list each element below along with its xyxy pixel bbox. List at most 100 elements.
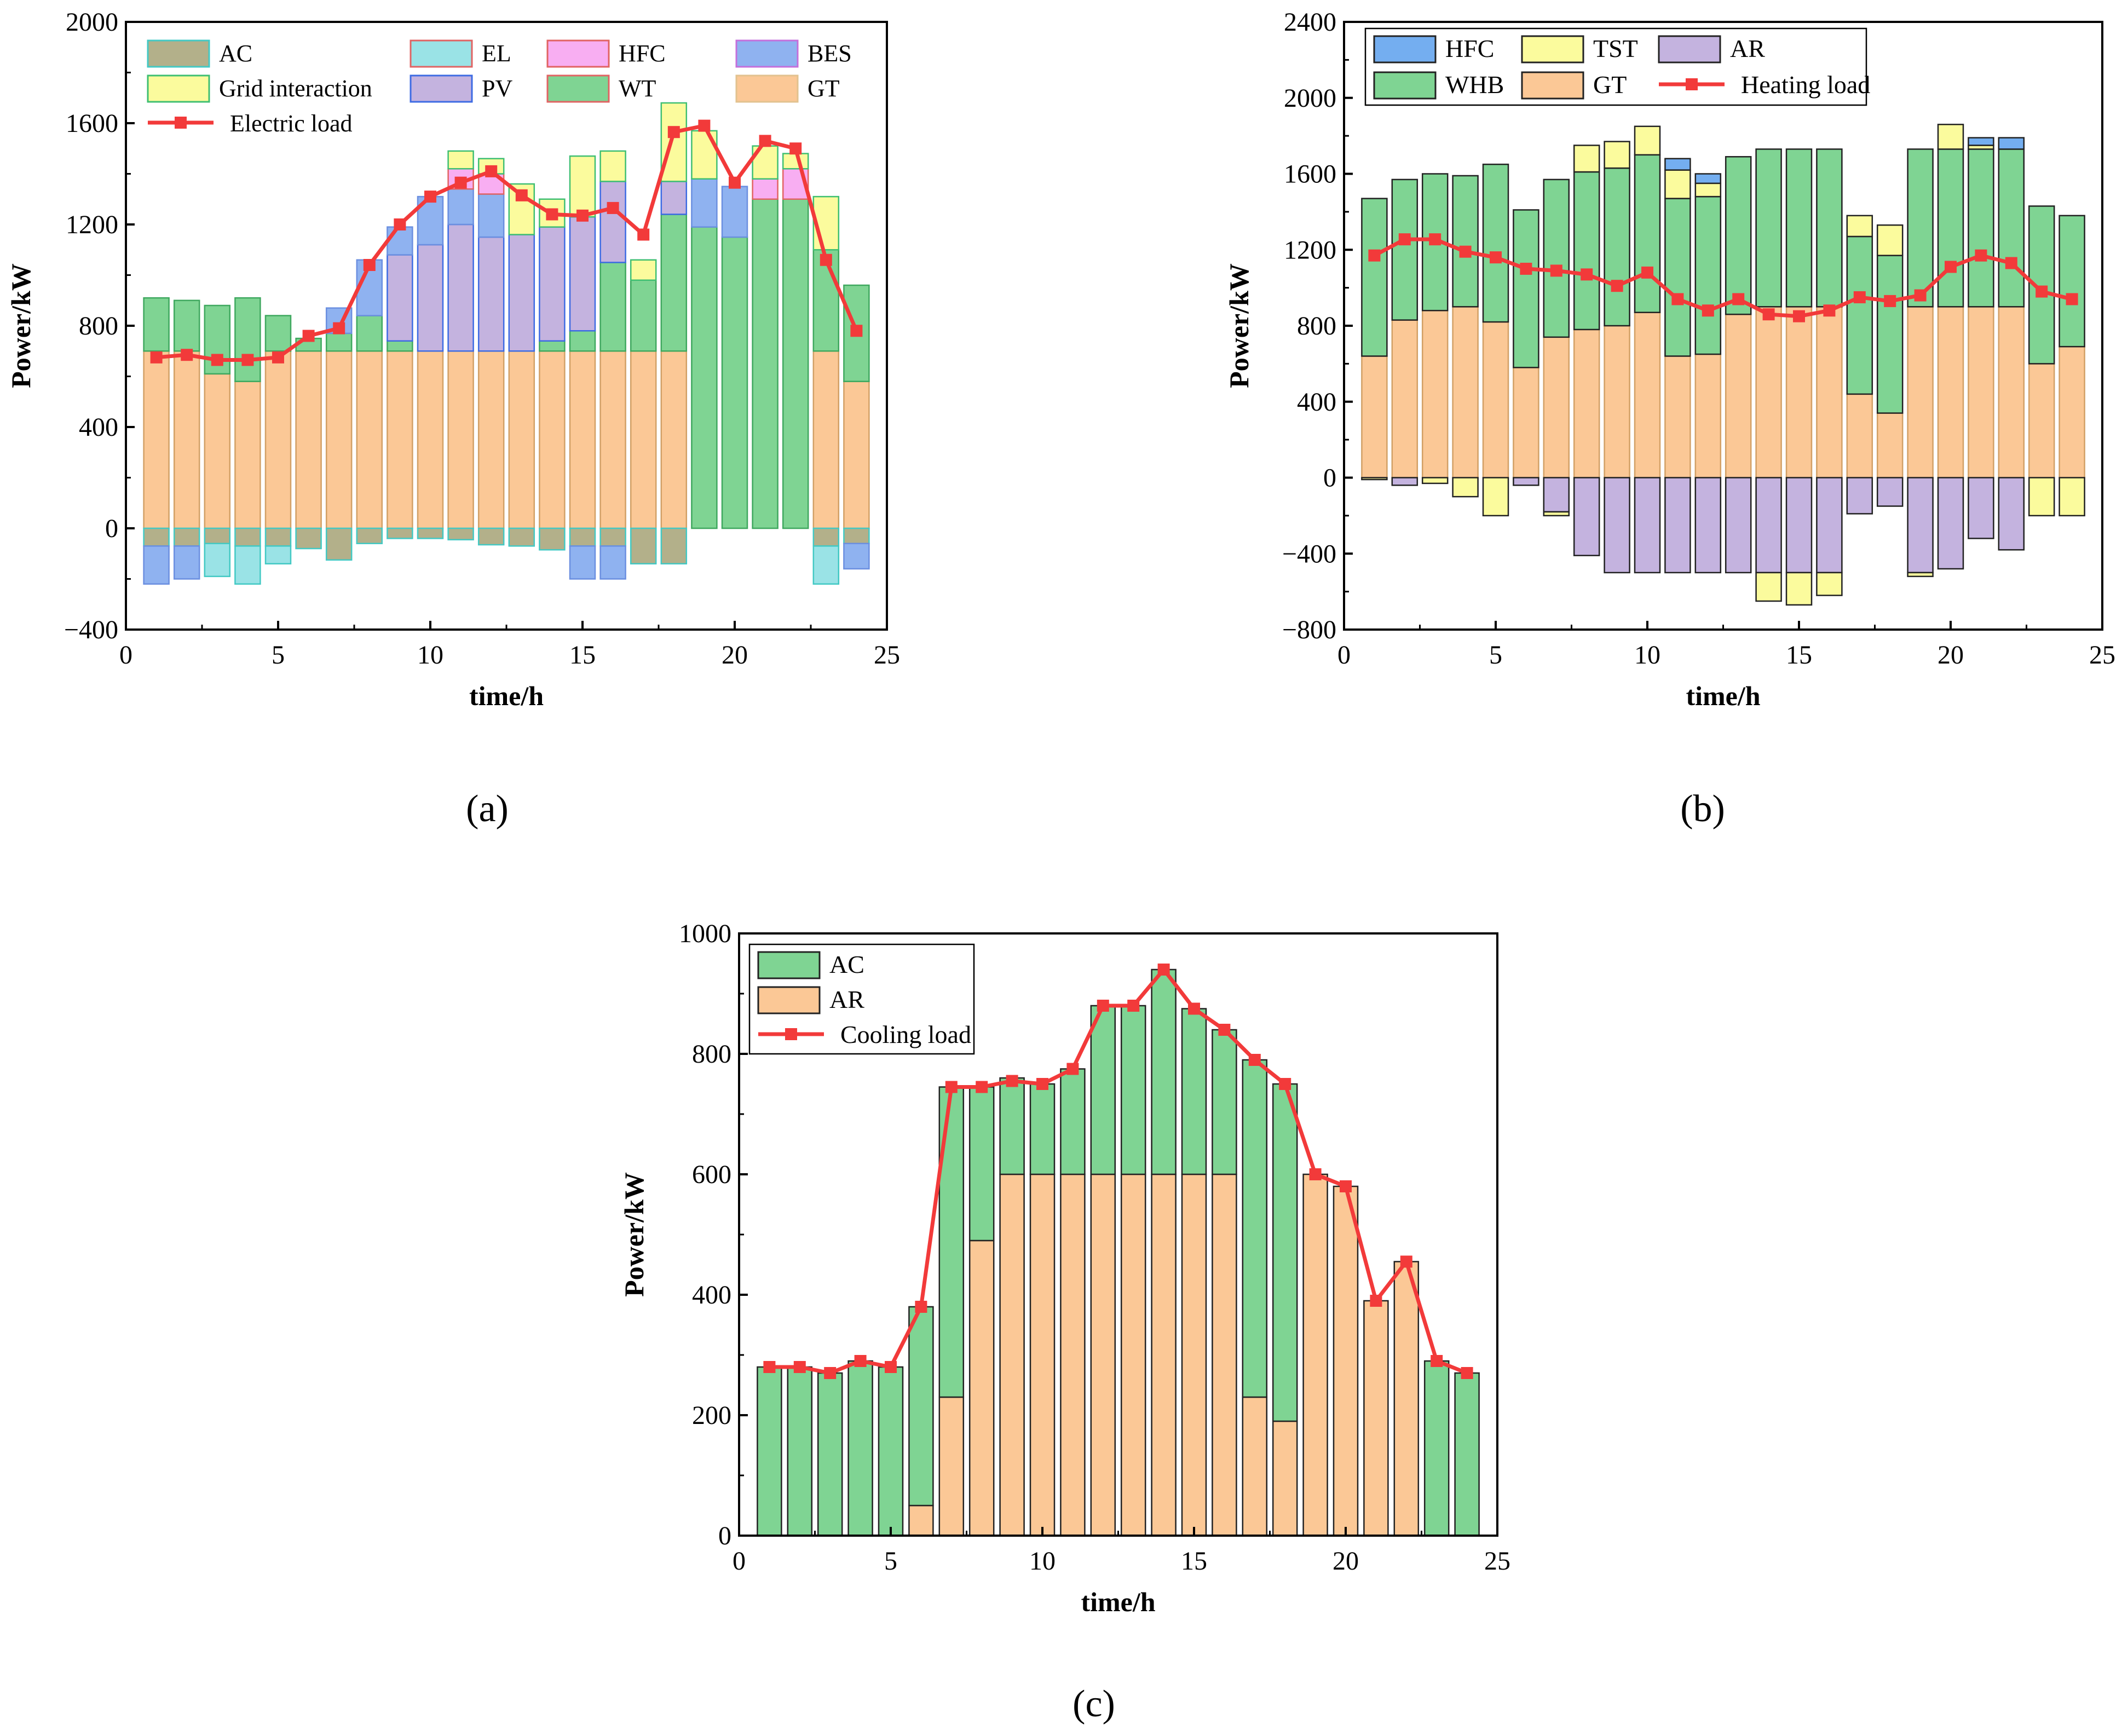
bar [143, 297, 170, 352]
bar [1634, 312, 1661, 478]
bar [1816, 572, 1843, 596]
line-marker [1823, 304, 1836, 317]
x-tick-label: 15 [569, 641, 596, 670]
bar [1060, 1068, 1086, 1175]
bar [1543, 178, 1570, 338]
bar [477, 350, 505, 529]
legend-label: AC [829, 950, 864, 978]
bar [1573, 477, 1600, 556]
load-line [156, 123, 858, 362]
bar [847, 1360, 873, 1537]
bar [2058, 215, 2085, 348]
x-tick-label: 0 [733, 1547, 746, 1576]
bar [569, 527, 596, 547]
bar [1604, 325, 1630, 478]
bar [173, 527, 200, 547]
series-grid-interaction-pos [447, 102, 840, 281]
y-tick-label: −400 [1282, 539, 1336, 568]
legend-marker [1686, 78, 1698, 90]
bar [630, 279, 657, 352]
bar [1846, 235, 1873, 395]
line-marker [1581, 268, 1593, 281]
x-tick-label: 20 [722, 641, 748, 670]
bar [569, 350, 596, 529]
line-marker [729, 176, 741, 189]
x-axis-label: time/h [1686, 680, 1760, 711]
bar [387, 350, 413, 529]
bar [1181, 1008, 1207, 1175]
bar [356, 259, 383, 316]
y-tick-label: 1000 [679, 919, 731, 948]
bar [1604, 477, 1630, 574]
x-tick-label: 10 [417, 641, 443, 670]
bar [2058, 477, 2085, 517]
line-marker [854, 1355, 867, 1367]
line-marker [915, 1301, 927, 1313]
bar [1725, 477, 1752, 574]
line-marker [1370, 1295, 1382, 1307]
bar [812, 527, 840, 547]
line-marker [181, 349, 193, 361]
bar [630, 259, 657, 281]
line-marker [1036, 1078, 1048, 1090]
line-marker [1368, 249, 1381, 262]
line-marker [241, 354, 254, 366]
bar [1361, 198, 1388, 357]
series-line-electric-load [150, 119, 863, 366]
bar [1876, 412, 1904, 478]
bar [968, 1239, 995, 1537]
line-marker [454, 176, 467, 189]
bar [2058, 345, 2085, 478]
bar [325, 332, 353, 352]
bar [660, 102, 688, 182]
bar [1513, 209, 1539, 368]
bar [1543, 336, 1570, 478]
x-tick-label: 5 [272, 641, 285, 670]
legend-label: HFC [1445, 34, 1494, 62]
line-marker [976, 1081, 988, 1093]
legend-swatch [1521, 71, 1584, 100]
x-tick-label: 25 [1484, 1547, 1510, 1576]
bar [1029, 1083, 1056, 1175]
bar [1363, 1300, 1389, 1537]
bar [660, 214, 688, 352]
legend-label: WHB [1445, 71, 1504, 99]
legend-label: GT [1593, 71, 1627, 99]
line-marker [759, 135, 771, 147]
bar [1785, 148, 1813, 308]
line-marker [824, 1367, 837, 1379]
bar [1421, 477, 1449, 485]
bar [1907, 306, 1934, 478]
y-tick-label: −400 [64, 615, 118, 644]
line-marker [1006, 1075, 1018, 1087]
bar [1968, 137, 1994, 146]
line-marker [1641, 266, 1653, 279]
legend: HFC TST AR WHB GT Heating load [1364, 27, 1870, 106]
bar [1543, 477, 1570, 513]
line-marker [1611, 280, 1623, 292]
bar [264, 527, 292, 547]
x-tick-label: 25 [874, 641, 900, 670]
bar [508, 527, 535, 547]
y-axis-label: Power/kW [1224, 263, 1254, 388]
bar [1816, 148, 1843, 308]
bar [569, 216, 596, 332]
bar [143, 527, 170, 547]
bar [2028, 477, 2055, 517]
legend-swatch [410, 74, 473, 103]
line-marker [394, 218, 406, 230]
bar [660, 350, 688, 529]
legend-swatch [757, 951, 821, 979]
y-tick-label: −800 [1282, 615, 1336, 644]
bar [1573, 328, 1600, 478]
legend-swatch [147, 39, 210, 68]
bar [1212, 1173, 1237, 1537]
bar [878, 1366, 904, 1537]
bar [264, 350, 292, 529]
bar [1454, 1372, 1480, 1537]
bar [387, 254, 413, 342]
bar [1543, 511, 1570, 517]
bar [1664, 477, 1691, 574]
bar [752, 178, 779, 200]
series-ar-pos [908, 1173, 1420, 1537]
